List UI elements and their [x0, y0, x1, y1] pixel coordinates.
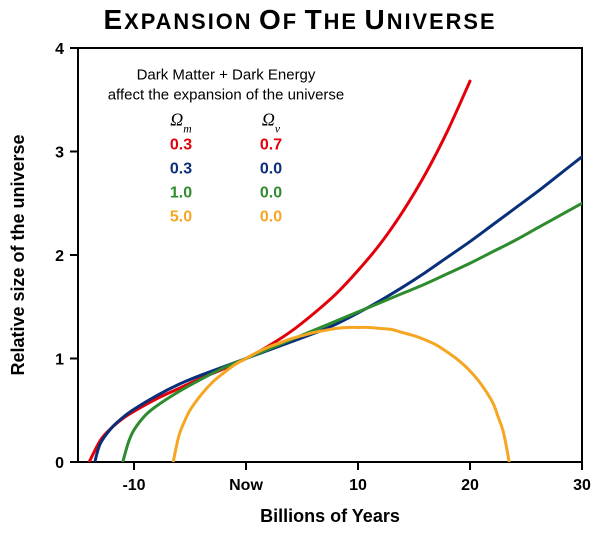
- y-tick-label: 4: [55, 41, 64, 58]
- expansion-chart: -10 Now 10 20 30 0 1 2 3 4 Billions of Years Relati…: [0, 0, 600, 536]
- y-tick-label: 3: [55, 145, 64, 162]
- y-axis-label: Relative size of the universe: [8, 134, 28, 375]
- legend-val-m: 5.0: [170, 209, 192, 226]
- x-tick-label: 30: [573, 477, 591, 494]
- legend-header-1: Dark Matter + Dark Energy: [137, 67, 316, 84]
- legend-val-v: 0.7: [260, 137, 282, 154]
- legend-val-m: 1.0: [170, 185, 192, 202]
- x-tick-label: 10: [349, 477, 367, 494]
- legend-val-v: 0.0: [260, 185, 282, 202]
- legend-val-m: 0.3: [170, 161, 192, 178]
- x-axis-label: Billions of Years: [260, 506, 400, 526]
- legend-val-v: 0.0: [260, 161, 282, 178]
- x-tick-label: 20: [461, 477, 479, 494]
- x-tick-label: -10: [122, 477, 145, 494]
- y-tick-label: 1: [55, 352, 64, 369]
- legend-val-m: 0.3: [170, 137, 192, 154]
- legend-val-v: 0.0: [260, 209, 282, 226]
- legend-header-2: affect the expansion of the universe: [108, 87, 345, 104]
- y-tick-label: 2: [55, 248, 64, 265]
- x-tick-label: Now: [229, 477, 263, 494]
- y-tick-label: 0: [55, 455, 64, 472]
- chart-title: EXPANSION OF THE UNIVERSE: [0, 4, 600, 36]
